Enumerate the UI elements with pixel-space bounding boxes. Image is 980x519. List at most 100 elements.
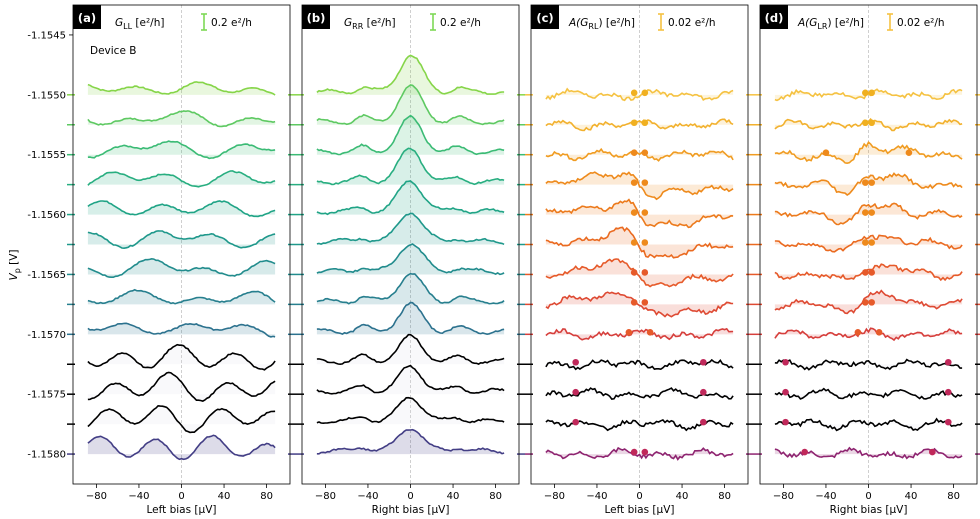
peak-dot (862, 239, 869, 246)
x-tick-label: 40 (905, 491, 918, 502)
x-tick-label: 80 (947, 491, 960, 502)
trace-line (87, 257, 276, 278)
trace-fill (87, 405, 276, 433)
x-tick-label: 40 (676, 491, 689, 502)
trace-fill (774, 328, 963, 340)
trace-line (774, 141, 963, 165)
trace-line (316, 364, 505, 395)
y-tick-label: -1.1560 (27, 210, 66, 221)
trace-line (316, 212, 505, 246)
peak-dot (641, 149, 649, 156)
trace-fill (87, 230, 276, 249)
x-axis-label: Left bias [μV] (147, 504, 217, 516)
x-tick-label: 80 (718, 491, 731, 502)
trace-line (545, 327, 734, 341)
x-tick-label: −40 (128, 491, 149, 502)
scale-bar-label: 0.2 e²/h (440, 17, 481, 29)
peak-dot (929, 448, 936, 456)
peak-dot (700, 388, 707, 396)
y-tick-label: -1.1580 (27, 450, 66, 461)
y-tick-label: -1.1550 (27, 90, 66, 101)
panel-2: −80 −40 0 40 80 Left bias [μV] (c) A(GRL) [e²/h… (525, 4, 754, 516)
trace-line (87, 230, 276, 250)
x-tick-label: 40 (218, 491, 231, 502)
trace-line (774, 88, 963, 102)
peak-dot (868, 299, 875, 306)
peak-dot (944, 358, 952, 366)
trace-fill (316, 302, 505, 335)
peak-dot (862, 119, 869, 127)
y-tick-label: -1.1565 (27, 270, 66, 281)
peak-dot (782, 358, 789, 366)
x-tick-label: 40 (447, 491, 460, 502)
trace-line (87, 81, 276, 96)
trace-fill (545, 388, 734, 400)
peak-dot (875, 329, 883, 336)
peak-dot (782, 418, 789, 426)
trace-fill (87, 435, 276, 460)
trace-fill (545, 149, 734, 161)
trace-line (316, 272, 505, 305)
trace-fill (87, 81, 276, 95)
trace-line (316, 114, 505, 156)
trace-line (545, 87, 734, 102)
peak-dot (641, 299, 649, 306)
peak-dot (630, 179, 638, 186)
panel-badge (73, 5, 101, 29)
trace-fill (87, 170, 276, 187)
trace-line (316, 147, 505, 186)
panel-1: −80 −40 0 40 80 Right bias [μV] (b) GRR [e²/h] 0… (296, 4, 525, 516)
trace-fill (316, 55, 505, 95)
peak-dot (641, 179, 649, 186)
x-tick-label: 0 (178, 491, 184, 502)
trace-line (87, 404, 276, 434)
device-annotation: Device B (90, 45, 136, 57)
y-tick-label: -1.1575 (27, 390, 66, 401)
trace-line (87, 322, 276, 338)
peak-dot (630, 89, 638, 97)
trace-line (545, 446, 734, 461)
trace-line (774, 387, 963, 400)
trace-fill (316, 429, 505, 455)
trace-fill (774, 89, 963, 101)
scale-bar-label: 0.02 e²/h (668, 17, 716, 29)
peak-dot (630, 448, 638, 456)
peak-dot (641, 269, 649, 276)
trace-line (774, 327, 963, 342)
trace-line (87, 288, 276, 305)
x-axis-label: Left bias [μV] (605, 504, 675, 516)
trace-line (316, 428, 505, 455)
trace-line (87, 434, 276, 461)
trace-line (545, 258, 734, 288)
panels: −80 −40 0 40 80 Left bias [μV] (a) GLL [e²/h] 0.… (67, 4, 980, 516)
trace-fill (316, 181, 505, 215)
panel-0: −80 −40 0 40 80 Left bias [μV] (a) GLL [e²/h] 0.… (67, 4, 296, 516)
x-tick-label: 0 (636, 491, 642, 502)
trace-line (545, 147, 734, 162)
trace-line (545, 118, 734, 132)
peak-dot (782, 388, 789, 396)
trace-line (774, 358, 963, 371)
peak-dot (905, 149, 913, 156)
trace-fill (316, 244, 505, 275)
scale-bar-label: 0.02 e²/h (897, 17, 945, 29)
peak-dot (801, 448, 808, 456)
peak-dot (641, 239, 649, 246)
peak-dot (862, 89, 869, 97)
trace-line (316, 301, 505, 336)
y-tick-label: -1.1545 (27, 30, 66, 41)
trace-line (316, 333, 505, 366)
trace-line (316, 243, 505, 276)
panel-badge-label: (c) (536, 11, 553, 25)
trace-fill (774, 142, 963, 164)
trace-line (87, 343, 276, 371)
peak-dot (572, 358, 579, 366)
peak-dot (868, 209, 875, 216)
trace-line (774, 117, 963, 132)
peak-dot (862, 179, 869, 186)
peak-dot (868, 239, 875, 246)
peak-dot (700, 418, 707, 426)
panel-header: GLL [e²/h] (115, 17, 164, 31)
x-tick-label: 80 (489, 491, 502, 502)
